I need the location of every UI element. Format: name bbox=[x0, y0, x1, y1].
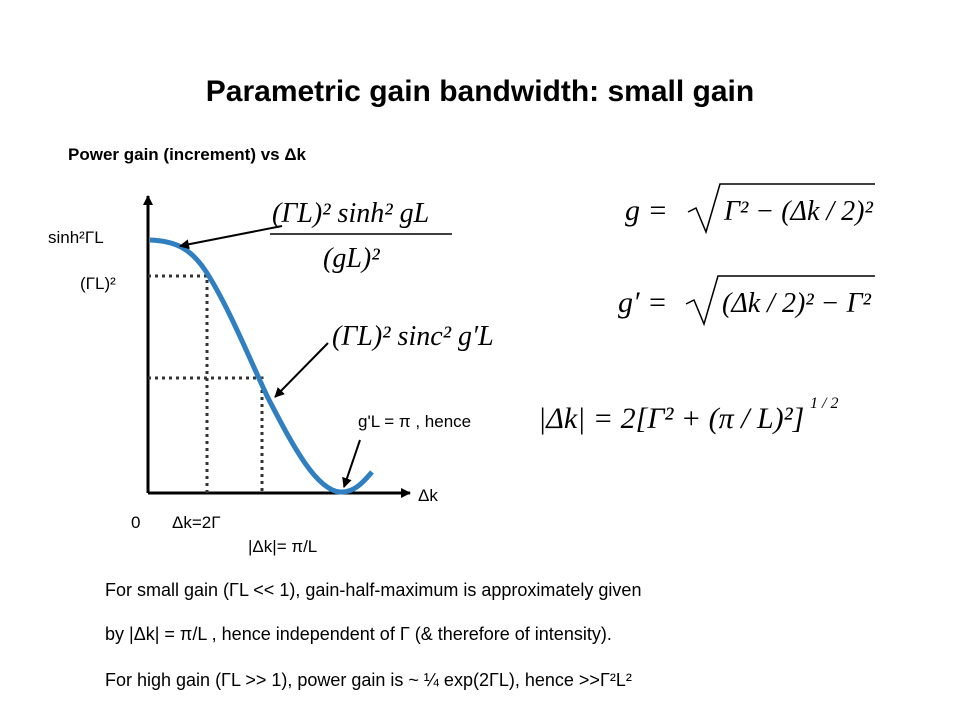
formula-denominator: (gL)² bbox=[323, 243, 380, 274]
body-text: by |Δk| = π/L , hence independent of Γ (… bbox=[105, 624, 612, 644]
equation-radicand: Γ² − (Δk / 2)² bbox=[723, 196, 874, 227]
title: Parametric gain bandwidth: small gain bbox=[206, 75, 754, 108]
radical bbox=[687, 183, 875, 235]
equation-radicand: (Δk / 2)² − Γ² bbox=[722, 288, 872, 319]
subtitle: Power gain (increment) vs Δk bbox=[68, 145, 307, 164]
formula-numerator: (ΓL)² sinh² gL bbox=[272, 198, 429, 229]
equation-lhs: g′ = bbox=[618, 286, 667, 319]
x-label: |Δk|= π/L bbox=[248, 537, 317, 556]
y-label: sinh²ΓL bbox=[48, 228, 104, 247]
pointer-arrows bbox=[179, 225, 361, 488]
condition: g'L = π , hence bbox=[358, 412, 471, 431]
x-axis-label: Δk bbox=[418, 486, 438, 505]
guide-lines bbox=[148, 274, 264, 493]
y-label: (ΓL)² bbox=[80, 274, 116, 293]
x-label: Δk=2Γ bbox=[172, 513, 221, 532]
delta-k-equation: |Δk| = 2[Γ² + (π / L)²] bbox=[538, 402, 804, 435]
formula-sinc: (ΓL)² sinc² g′L bbox=[332, 321, 494, 352]
body-text: For small gain (ΓL << 1), gain-half-maxi… bbox=[105, 580, 641, 600]
gain-curve bbox=[149, 237, 374, 495]
radical bbox=[685, 275, 875, 327]
equation-lhs: g = bbox=[625, 194, 668, 227]
delta-k-exponent: 1 / 2 bbox=[810, 395, 838, 412]
x-label: 0 bbox=[131, 513, 140, 532]
body-text: For high gain (ΓL >> 1), power gain is ~… bbox=[105, 670, 632, 690]
